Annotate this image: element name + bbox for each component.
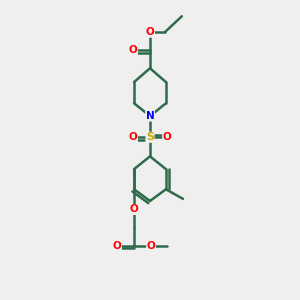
- Text: O: O: [163, 132, 171, 142]
- Text: O: O: [129, 132, 137, 142]
- Text: O: O: [129, 45, 137, 55]
- Text: O: O: [147, 241, 155, 250]
- Text: O: O: [130, 204, 139, 214]
- Text: O: O: [146, 27, 154, 37]
- Text: O: O: [113, 241, 122, 250]
- Text: S: S: [146, 132, 154, 142]
- Text: N: N: [146, 111, 154, 121]
